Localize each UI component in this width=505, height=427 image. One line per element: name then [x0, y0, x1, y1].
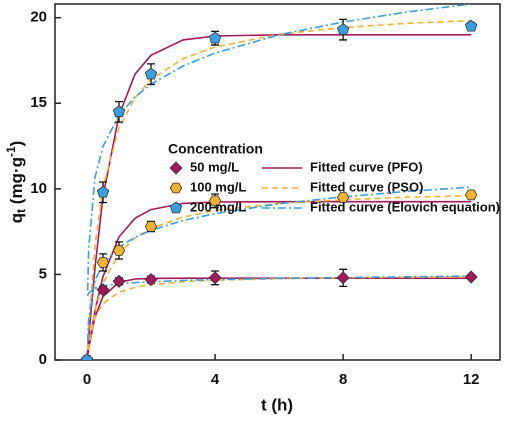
data-point [112, 105, 126, 118]
data-point [208, 31, 222, 44]
plot-area [80, 4, 478, 360]
data-point [208, 195, 222, 207]
fit-curve [86, 34, 472, 360]
legend-marker [169, 161, 183, 175]
y-label-sup: -1 [4, 146, 18, 157]
x-tick-label: 8 [339, 371, 347, 388]
data-point [144, 67, 158, 80]
legend-label: Fitted curve (Elovich equation) [310, 199, 500, 214]
data-point [96, 257, 110, 268]
data-point [80, 353, 94, 360]
data-point [112, 245, 126, 256]
x-tick-label: 0 [83, 371, 91, 388]
data-point [144, 221, 158, 232]
legend-label: Fitted curve (PFO) [310, 159, 423, 174]
y-label-unit: (mg·g [7, 157, 26, 209]
data-point [208, 271, 222, 285]
x-tick-label: 4 [211, 371, 220, 388]
data-point [112, 274, 126, 288]
y-tick-label: 15 [30, 94, 47, 111]
legend-marker [169, 182, 183, 194]
legend-label: 50 mg/L [190, 159, 239, 174]
y-tick-label: 10 [30, 180, 47, 197]
legend-label: 100 mg/L [190, 179, 246, 194]
legend-label: Fitted curve (PSO) [310, 179, 423, 194]
y-label-main: q [7, 213, 26, 223]
data-point [464, 270, 478, 284]
fit-curve [86, 200, 472, 360]
y-tick-label: 0 [39, 351, 47, 368]
y-label-close: ) [7, 141, 26, 147]
legend-marker [169, 201, 183, 214]
fit-curve [86, 276, 472, 360]
legend-title: Concentration [168, 141, 263, 157]
data-point [96, 185, 110, 198]
legend-label: 200 mg/L [190, 199, 246, 214]
fit-curve [86, 4, 472, 291]
x-tick-label: 12 [463, 371, 480, 388]
fit-curve [86, 277, 472, 360]
data-point [465, 19, 478, 32]
data-point [336, 23, 350, 35]
y-tick-label: 5 [39, 265, 47, 282]
data-point [96, 283, 110, 297]
data-point [336, 192, 350, 203]
y-axis-label: qt (mg·g-1) [4, 141, 28, 224]
data-point [465, 189, 478, 201]
data-point [336, 271, 350, 285]
y-tick-label: 20 [30, 9, 47, 26]
plot-frame [54, 3, 501, 361]
y-label-sub: t [14, 209, 28, 213]
data-point [144, 273, 158, 287]
x-axis-label: t (h) [261, 395, 293, 414]
